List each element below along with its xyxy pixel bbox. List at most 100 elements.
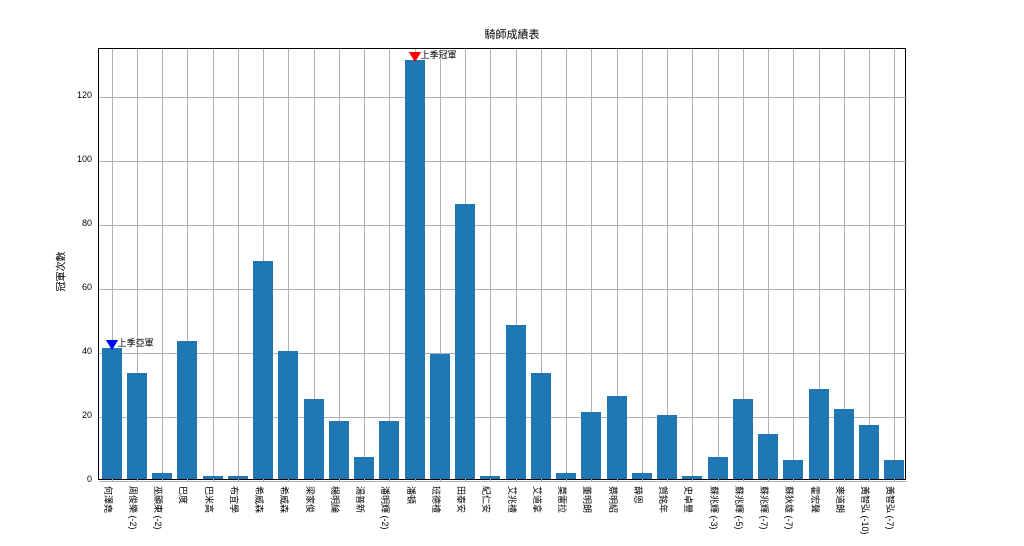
bar: [253, 261, 273, 479]
bar: [884, 460, 904, 479]
x-tick-label: 班德禮: [430, 486, 443, 513]
bar: [556, 473, 576, 479]
annotation-label: 上季冠軍: [421, 48, 457, 61]
annotation-label: 上季亞軍: [118, 336, 154, 349]
y-tick-label: 60: [58, 282, 92, 292]
bar: [102, 348, 122, 479]
bar: [127, 373, 147, 479]
bar: [203, 476, 223, 479]
bar: [480, 476, 500, 479]
x-tick-label: 蘇兆輝 (-7): [758, 486, 771, 530]
x-tick-label: 董明朗: [581, 486, 594, 513]
x-tick-label: 蔡明紹: [607, 486, 620, 513]
gridline: [99, 481, 907, 482]
bar: [228, 476, 248, 479]
x-tick-label: 麥道朗: [834, 486, 847, 513]
y-tick-label: 100: [58, 154, 92, 164]
gridline: [389, 49, 390, 481]
gridline: [162, 49, 163, 481]
triangle-down-icon: [106, 340, 118, 350]
gridline: [692, 49, 693, 481]
gridline: [793, 49, 794, 481]
gridline: [490, 49, 491, 481]
gridline: [869, 49, 870, 481]
bar: [278, 351, 298, 479]
bar: [783, 460, 803, 479]
triangle-down-icon: [409, 52, 421, 62]
bar: [708, 457, 728, 479]
bar: [657, 415, 677, 479]
bar: [152, 473, 172, 479]
x-tick-label: 何澤堯: [102, 486, 115, 513]
x-tick-label: 湯普新: [354, 486, 367, 513]
x-tick-label: 田泰安: [455, 486, 468, 513]
gridline: [339, 49, 340, 481]
gridline: [894, 49, 895, 481]
y-tick-label: 40: [58, 346, 92, 356]
x-tick-label: 霍宏聲: [809, 486, 822, 513]
bar: [607, 396, 627, 479]
bar: [834, 409, 854, 479]
bar: [758, 434, 778, 479]
x-tick-label: 周俊樂 (-2): [127, 486, 140, 530]
x-tick-label: 潘明輝 (-2): [379, 486, 392, 530]
y-tick-label: 0: [58, 474, 92, 484]
bar: [632, 473, 652, 479]
y-tick-label: 80: [58, 218, 92, 228]
x-tick-label: 艾兆禮: [506, 486, 519, 513]
x-tick-label: 希威森: [253, 486, 266, 513]
x-tick-label: 黃智弘 (-7): [884, 486, 897, 530]
gridline: [99, 97, 907, 98]
y-tick-label: 120: [58, 90, 92, 100]
bar: [682, 476, 702, 479]
y-tick-label: 20: [58, 410, 92, 420]
x-tick-label: 布宜學: [228, 486, 241, 513]
bar: [329, 421, 349, 479]
bar: [506, 325, 526, 479]
chart-title: 騎師成績表: [0, 26, 1024, 42]
gridline: [99, 289, 907, 290]
gridline: [768, 49, 769, 481]
x-tick-label: 巴度: [177, 486, 190, 504]
x-tick-label: 梁家俊: [304, 486, 317, 513]
gridline: [642, 49, 643, 481]
x-tick-label: 潘頓: [405, 486, 418, 504]
bar: [581, 412, 601, 479]
x-tick-label: 巴米高: [203, 486, 216, 513]
bar: [177, 341, 197, 479]
gridline: [99, 161, 907, 162]
x-tick-label: 史卓豐: [682, 486, 695, 513]
chart-container: 騎師成績表 冠軍次數 上季亞軍上季冠軍 020406080100120何澤堯周俊…: [0, 0, 1024, 546]
gridline: [99, 225, 907, 226]
gridline: [99, 417, 907, 418]
bar: [859, 425, 879, 479]
gridline: [364, 49, 365, 481]
x-tick-label: 蘇兆輝 (-3): [708, 486, 721, 530]
bar: [809, 389, 829, 479]
x-tick-label: 莫雷拉: [556, 486, 569, 513]
bar: [455, 204, 475, 479]
bar: [531, 373, 551, 479]
x-tick-label: 黃智弘 (-10): [859, 486, 872, 535]
gridline: [566, 49, 567, 481]
gridline: [99, 353, 907, 354]
x-tick-label: 蘇兆輝 (-5): [733, 486, 746, 530]
x-tick-label: 蘇狄雄 (-7): [783, 486, 796, 530]
bar: [733, 399, 753, 479]
gridline: [238, 49, 239, 481]
x-tick-label: 賀銘年: [657, 486, 670, 513]
gridline: [718, 49, 719, 481]
gridline: [213, 49, 214, 481]
x-tick-label: 紀仁安: [480, 486, 493, 513]
x-tick-label: 希威森: [278, 486, 291, 513]
x-tick-label: 艾道拿: [531, 486, 544, 513]
bar: [304, 399, 324, 479]
bar: [379, 421, 399, 479]
plot-area: 上季亞軍 上季冠軍: [98, 48, 906, 480]
x-tick-label: 楊明綸: [329, 486, 342, 513]
x-tick-label: 薛恩: [632, 486, 645, 504]
x-tick-label: 巫顯東 (-2): [152, 486, 165, 530]
bar: [354, 457, 374, 479]
bar: [430, 354, 450, 479]
bar: [405, 60, 425, 479]
